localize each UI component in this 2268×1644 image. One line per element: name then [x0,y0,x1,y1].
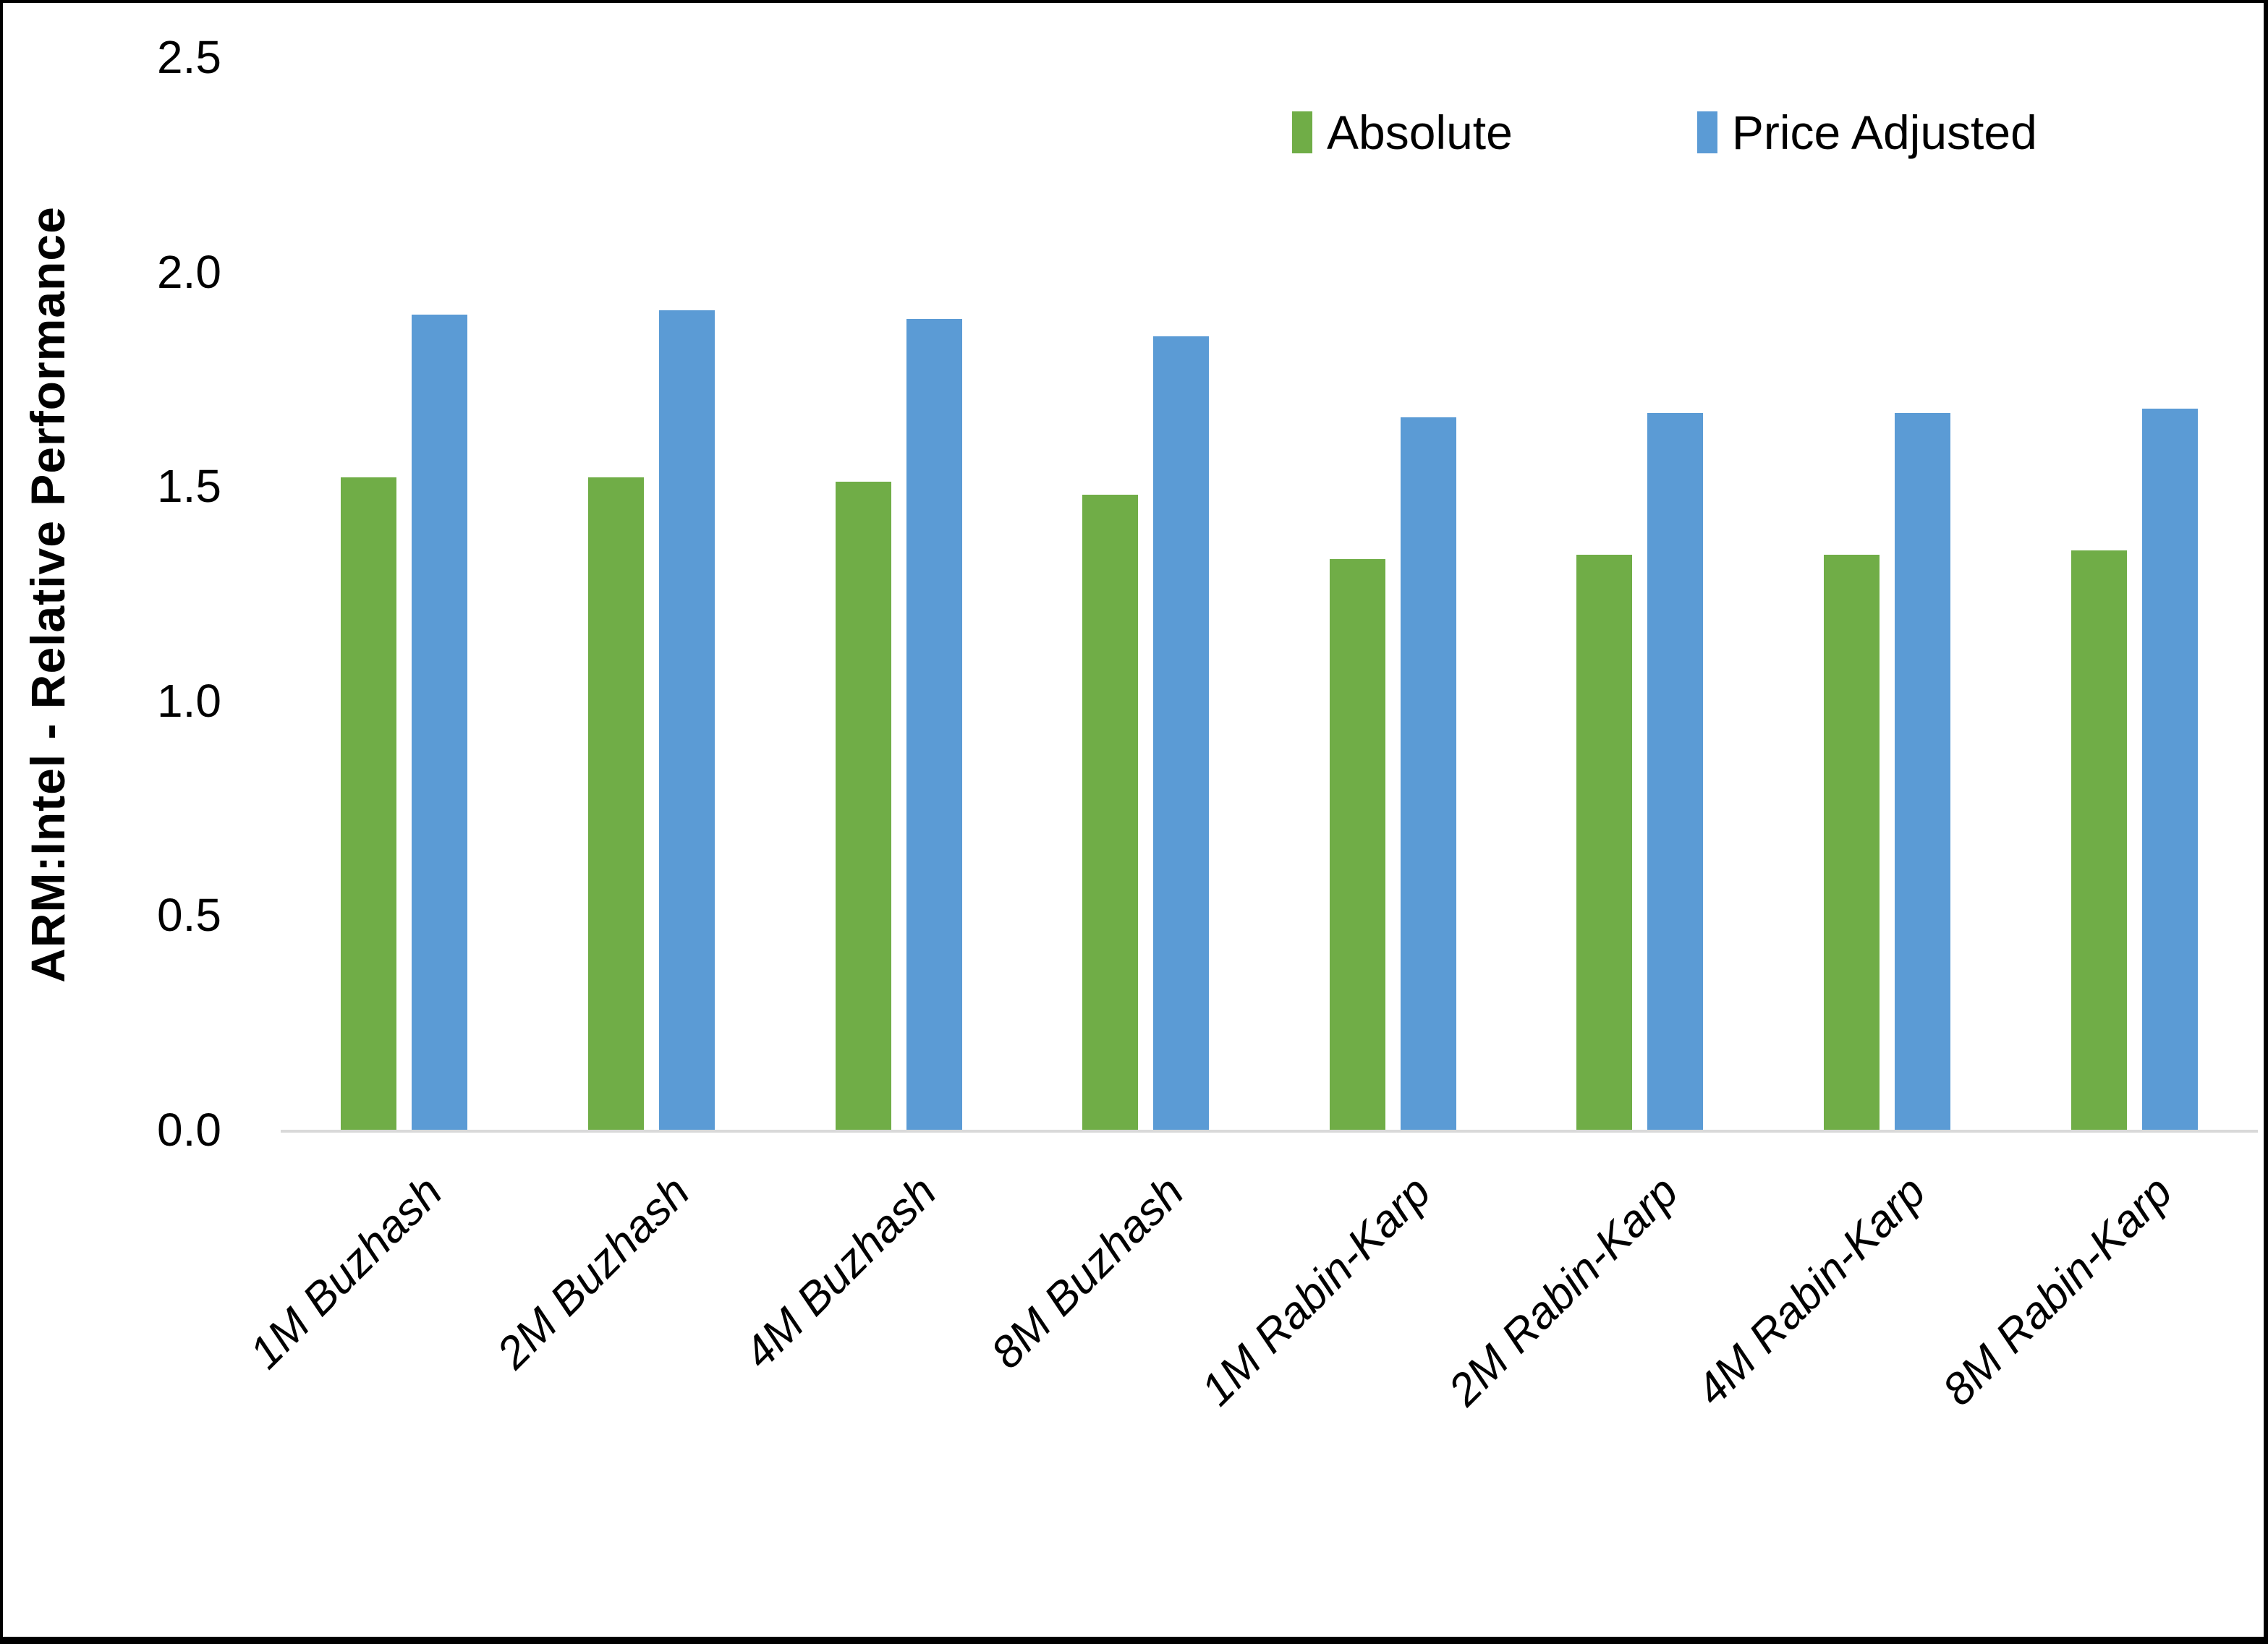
bar-group-4m-buzhash [775,57,1022,1130]
y-tick-label-1-5: 1.5 [157,460,221,513]
legend-swatch-absolute [1292,111,1312,153]
bar-price-adjusted-1m-buzhash [412,315,468,1130]
bar-price-adjusted-8m-rabin-karp [2141,409,2198,1130]
y-tick-label-2-0: 2.0 [157,245,221,298]
x-category-label-1m-rabin-karp: 1M Rabin-Karp [1192,1167,1441,1415]
bar-absolute-4m-rabin-karp [1824,555,1880,1130]
y-tick-label-2-5: 2.5 [157,31,221,83]
legend-label-price-adjusted: Price Adjusted [1731,106,2037,159]
bar-price-adjusted-4m-rabin-karp [1895,413,1951,1130]
x-category-label-1m-buzhash: 1M Buzhash [240,1167,452,1379]
legend: Absolute Price Adjusted [1292,108,2037,156]
bar-absolute-4m-buzhash [835,482,891,1130]
plot-area [281,57,2258,1133]
bar-price-adjusted-8m-buzhash [1153,336,1210,1130]
x-category-label-4m-buzhash: 4M Buzhash [734,1167,947,1379]
legend-swatch-price-adjusted [1696,111,1717,153]
bar-group-1m-rabin-karp [1270,57,1517,1130]
bar-absolute-2m-rabin-karp [1576,555,1633,1130]
bar-price-adjusted-2m-buzhash [658,310,715,1130]
x-category-label-2m-rabin-karp: 2M Rabin-Karp [1439,1167,1688,1415]
bar-absolute-8m-buzhash [1082,495,1139,1130]
legend-item-absolute: Absolute [1292,108,1513,156]
x-category-label-8m-buzhash: 8M Buzhash [982,1167,1194,1379]
bar-group-2m-rabin-karp [1516,57,1764,1130]
bar-absolute-1m-rabin-karp [1329,559,1385,1130]
bar-group-8m-buzhash [1022,57,1270,1130]
bar-price-adjusted-4m-buzhash [906,319,962,1130]
bar-absolute-1m-buzhash [341,477,397,1130]
x-category-label-2m-buzhash: 2M Buzhash [487,1167,700,1379]
bar-group-1m-buzhash [281,57,528,1130]
bar-price-adjusted-1m-rabin-karp [1400,417,1456,1130]
y-tick-label-0-5: 0.5 [157,889,221,942]
bar-group-8m-rabin-karp [2010,57,2258,1130]
y-tick-label-1-0: 1.0 [157,674,221,727]
y-tick-label-0-0: 0.0 [157,1104,221,1156]
bar-absolute-2m-buzhash [587,477,644,1130]
x-category-label-8m-rabin-karp: 8M Rabin-Karp [1933,1167,2183,1415]
legend-item-price-adjusted: Price Adjusted [1696,106,2037,159]
bar-price-adjusted-2m-rabin-karp [1647,413,1704,1130]
legend-label-absolute: Absolute [1327,106,1513,159]
x-category-label-4m-rabin-karp: 4M Rabin-Karp [1686,1167,1935,1415]
y-axis-title: ARM:Intel - Relative Performance [21,206,75,983]
bar-group-4m-rabin-karp [1764,57,2011,1130]
bar-absolute-8m-rabin-karp [2070,550,2127,1130]
bar-group-2m-buzhash [528,57,776,1130]
